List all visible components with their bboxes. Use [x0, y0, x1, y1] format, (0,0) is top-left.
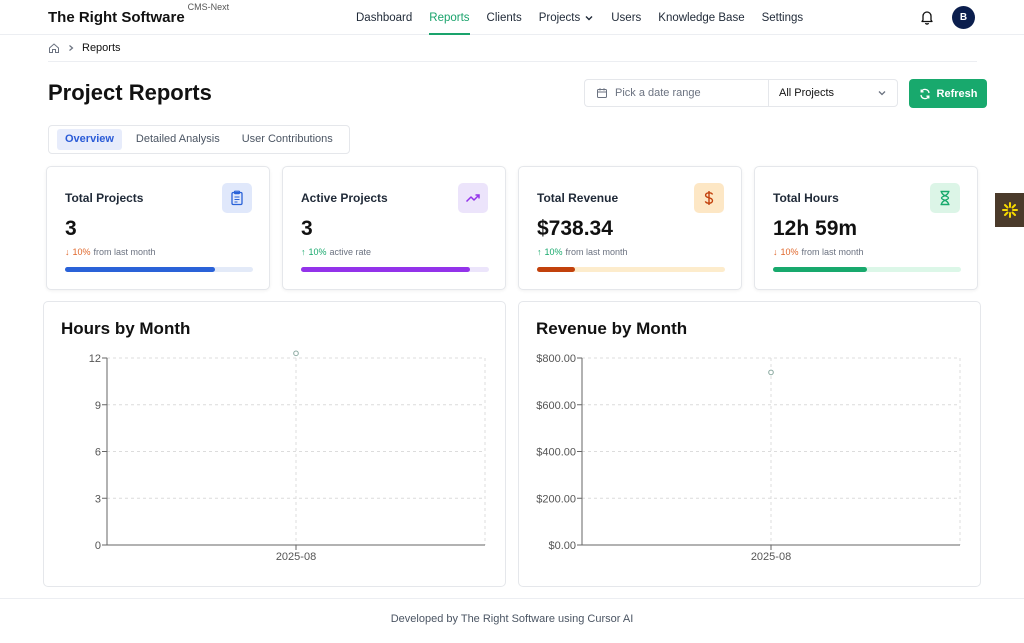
chevron-down-icon: [878, 91, 886, 96]
card-value: 3: [301, 217, 313, 240]
trend-text: from last month: [801, 247, 864, 257]
user-avatar[interactable]: B: [952, 6, 975, 29]
nav-settings[interactable]: Settings: [761, 11, 804, 24]
y-tick-label: $600.00: [536, 400, 576, 412]
y-tick-label: 9: [95, 400, 101, 412]
stat-card-total-hours: Total Hours 12h 59m ↓ 10% from last month: [754, 166, 978, 290]
card-trend: ↑ 10% active rate: [301, 247, 371, 257]
top-navbar: The Right SoftwareCMS-Next Dashboard Rep…: [0, 0, 1024, 35]
card-trend: ↓ 10% from last month: [65, 247, 156, 257]
progress-fill: [537, 267, 575, 272]
footer: Developed by The Right Software using Cu…: [0, 598, 1024, 643]
trend-text: from last month: [93, 247, 156, 257]
stat-card-active-projects: Active Projects 3 ↑ 10% active rate: [282, 166, 506, 290]
progress-fill: [301, 267, 471, 272]
y-tick-label: 0: [95, 540, 101, 552]
hours-chart: 0 3 6 9 12 2025-08: [89, 350, 486, 563]
y-tick-label: $800.00: [536, 353, 576, 365]
stat-card-total-revenue: Total Revenue $738.34 ↑ 10% from last mont…: [518, 166, 742, 290]
trend-down-icon: ↓: [773, 247, 778, 257]
brand-name: The Right Software: [48, 9, 185, 26]
project-select-value: All Projects: [779, 87, 835, 99]
brand-tag: CMS-Next: [187, 2, 230, 12]
y-tick-label: $200.00: [536, 493, 576, 505]
card-trend: ↑ 10% from last month: [537, 247, 628, 257]
floating-widget-button[interactable]: [995, 193, 1024, 227]
y-tick-label: $400.00: [536, 447, 576, 459]
trend-percent: 10%: [544, 247, 563, 257]
progress-bar: [773, 267, 961, 272]
card-trend: ↓ 10% from last month: [773, 247, 864, 257]
chevron-down-icon: [585, 15, 593, 20]
data-point: [293, 350, 299, 357]
dollar-icon: [694, 183, 724, 213]
nav-projects[interactable]: Projects: [539, 0, 595, 35]
data-point: [768, 369, 774, 376]
calendar-icon: [597, 88, 607, 98]
trend-percent: 10%: [72, 247, 91, 257]
trend-text: from last month: [565, 247, 628, 257]
hourglass-icon: [930, 183, 960, 213]
bell-icon[interactable]: [919, 9, 935, 25]
progress-bar: [537, 267, 725, 272]
card-label: Active Projects: [301, 191, 388, 205]
tab-user-contributions[interactable]: User Contributions: [241, 133, 333, 145]
x-tick-label: 2025-08: [751, 551, 791, 563]
card-value: 12h 59m: [773, 217, 858, 240]
revenue-by-month-panel: Revenue by Month $0.00 $200.00 $400.00 $600…: [518, 301, 981, 587]
date-range-picker[interactable]: Pick a date range: [584, 79, 769, 107]
card-label: Total Hours: [773, 191, 839, 205]
chart-title: Hours by Month: [61, 319, 191, 338]
nav-dashboard[interactable]: Dashboard: [356, 11, 413, 24]
card-label: Total Revenue: [537, 191, 619, 205]
trend-down-icon: ↓: [65, 247, 70, 257]
y-tick-label: 3: [95, 493, 101, 505]
y-tick-label: 6: [95, 447, 101, 459]
trend-text: active rate: [329, 247, 372, 257]
brand-logo[interactable]: The Right SoftwareCMS-Next: [48, 2, 229, 26]
footer-text: Developed by The Right Software using Cu…: [390, 613, 634, 625]
y-tick-label: $0.00: [548, 540, 576, 552]
breadcrumb-current: Reports: [82, 42, 121, 54]
revenue-chart: $0.00 $200.00 $400.00 $600.00 $800.00 2025-08: [536, 353, 961, 563]
nav-users[interactable]: Users: [611, 11, 642, 24]
sparkle-icon: [1001, 202, 1018, 218]
project-select[interactable]: All Projects: [768, 79, 898, 107]
progress-bar: [65, 267, 253, 272]
nav-clients[interactable]: Clients: [486, 11, 522, 24]
hours-by-month-panel: Hours by Month 0 3 6 9 12 2025-08: [43, 301, 506, 587]
breadcrumb: Reports: [48, 41, 121, 55]
x-tick-label: 2025-08: [276, 551, 316, 563]
date-range-placeholder: Pick a date range: [615, 87, 701, 99]
trend-up-icon: ↑: [537, 247, 542, 257]
card-value: $738.34: [537, 217, 613, 240]
refresh-button[interactable]: Refresh: [909, 79, 987, 108]
page-title: Project Reports: [48, 80, 212, 105]
trend-percent: 10%: [780, 247, 799, 257]
clipboard-icon: [222, 183, 252, 213]
stat-card-total-projects: Total Projects 3 ↓ 10% from last month: [46, 166, 270, 290]
main-nav: Dashboard Reports Clients Projects Users…: [356, 0, 820, 35]
card-label: Total Projects: [65, 191, 144, 205]
card-value: 3: [65, 217, 77, 240]
tab-overview[interactable]: Overview: [57, 129, 122, 150]
tab-detailed-analysis[interactable]: Detailed Analysis: [135, 133, 220, 145]
chart-title: Revenue by Month: [536, 319, 688, 338]
nav-knowledge-base[interactable]: Knowledge Base: [658, 11, 745, 24]
refresh-label: Refresh: [936, 87, 978, 100]
report-tabs: Overview Detailed Analysis User Contribu…: [48, 125, 350, 154]
trending-up-icon: [458, 183, 488, 213]
home-icon[interactable]: [48, 42, 60, 54]
trend-percent: 10%: [308, 247, 327, 257]
progress-fill: [773, 267, 867, 272]
nav-reports[interactable]: Reports: [429, 0, 470, 35]
y-tick-label: 12: [89, 353, 101, 365]
refresh-icon: [919, 88, 930, 99]
progress-fill: [65, 267, 216, 272]
progress-bar: [301, 267, 489, 272]
trend-up-icon: ↑: [301, 247, 306, 257]
chevron-right-icon: [69, 45, 74, 51]
divider: [48, 61, 977, 62]
